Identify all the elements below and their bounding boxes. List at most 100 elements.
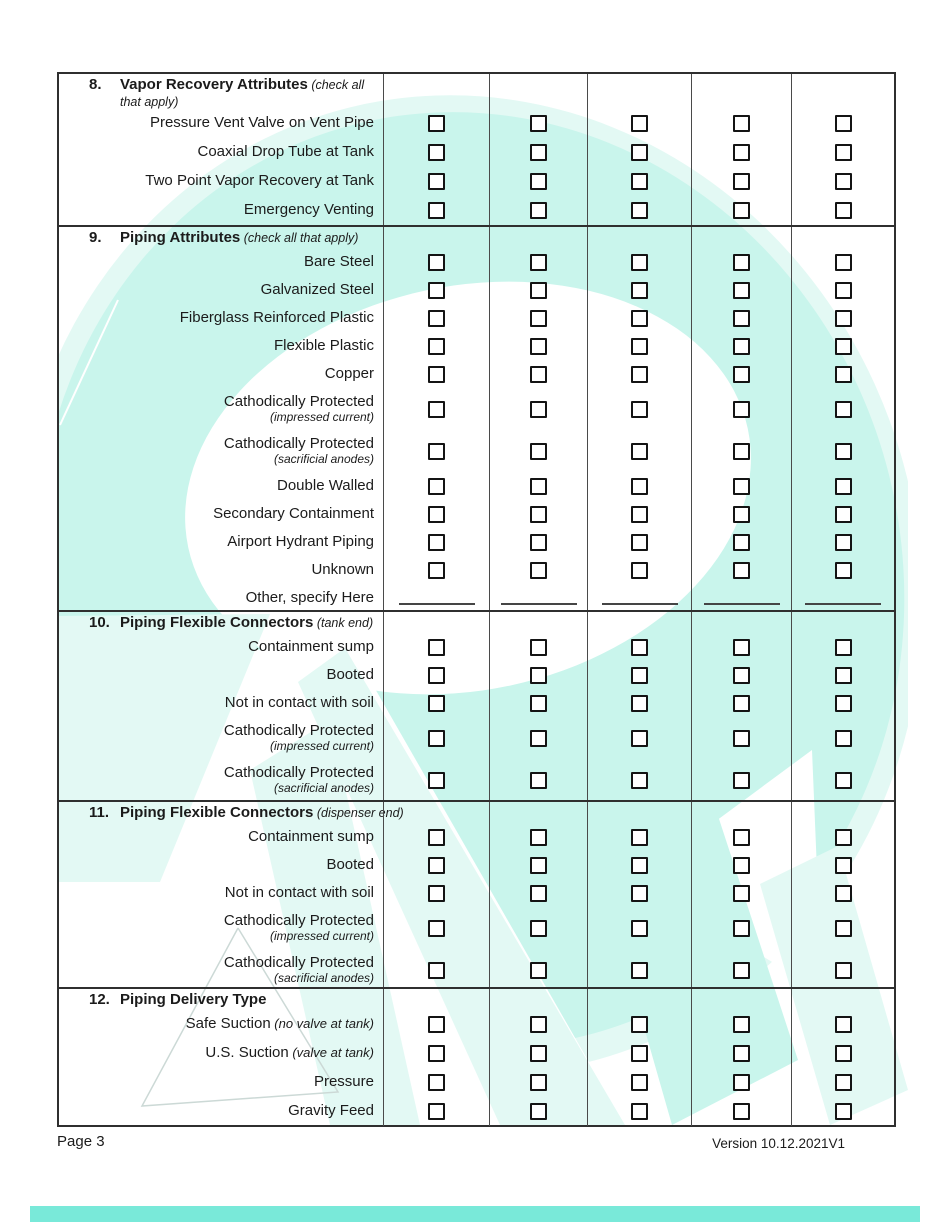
checkbox[interactable] bbox=[530, 400, 547, 418]
other-specify-line[interactable] bbox=[805, 603, 881, 605]
checkbox[interactable] bbox=[733, 961, 750, 979]
checkbox[interactable] bbox=[530, 1045, 547, 1062]
checkbox[interactable] bbox=[733, 1074, 750, 1091]
checkbox[interactable] bbox=[733, 1045, 750, 1062]
checkbox[interactable] bbox=[631, 828, 648, 846]
checkbox[interactable] bbox=[631, 505, 648, 523]
checkbox[interactable] bbox=[834, 1045, 852, 1062]
checkbox[interactable] bbox=[530, 666, 547, 684]
checkbox[interactable] bbox=[631, 309, 648, 327]
checkbox[interactable] bbox=[428, 365, 445, 383]
checkbox[interactable] bbox=[631, 1045, 648, 1062]
checkbox[interactable] bbox=[530, 505, 547, 523]
checkbox[interactable] bbox=[834, 771, 852, 789]
checkbox[interactable] bbox=[428, 337, 445, 355]
checkbox[interactable] bbox=[834, 1074, 852, 1091]
checkbox[interactable] bbox=[428, 1103, 445, 1120]
checkbox[interactable] bbox=[834, 202, 852, 219]
checkbox[interactable] bbox=[530, 202, 547, 219]
checkbox[interactable] bbox=[428, 771, 445, 789]
checkbox[interactable] bbox=[428, 694, 445, 712]
checkbox[interactable] bbox=[834, 533, 852, 551]
checkbox[interactable] bbox=[631, 442, 648, 460]
checkbox[interactable] bbox=[733, 115, 750, 132]
checkbox[interactable] bbox=[733, 533, 750, 551]
checkbox[interactable] bbox=[428, 505, 445, 523]
checkbox[interactable] bbox=[428, 309, 445, 327]
checkbox[interactable] bbox=[834, 856, 852, 874]
checkbox[interactable] bbox=[834, 1103, 852, 1120]
checkbox[interactable] bbox=[631, 144, 648, 161]
checkbox[interactable] bbox=[530, 1103, 547, 1120]
checkbox[interactable] bbox=[428, 173, 445, 190]
checkbox[interactable] bbox=[631, 365, 648, 383]
checkbox[interactable] bbox=[530, 961, 547, 979]
checkbox[interactable] bbox=[733, 202, 750, 219]
checkbox[interactable] bbox=[733, 828, 750, 846]
checkbox[interactable] bbox=[834, 309, 852, 327]
checkbox[interactable] bbox=[834, 828, 852, 846]
checkbox[interactable] bbox=[834, 1016, 852, 1033]
checkbox[interactable] bbox=[733, 666, 750, 684]
checkbox[interactable] bbox=[631, 1074, 648, 1091]
checkbox[interactable] bbox=[631, 281, 648, 299]
checkbox[interactable] bbox=[834, 919, 852, 937]
checkbox[interactable] bbox=[834, 505, 852, 523]
checkbox[interactable] bbox=[631, 533, 648, 551]
checkbox[interactable] bbox=[733, 477, 750, 495]
checkbox[interactable] bbox=[733, 771, 750, 789]
checkbox[interactable] bbox=[428, 202, 445, 219]
checkbox[interactable] bbox=[631, 115, 648, 132]
checkbox[interactable] bbox=[428, 477, 445, 495]
checkbox[interactable] bbox=[733, 561, 750, 579]
checkbox[interactable] bbox=[834, 961, 852, 979]
checkbox[interactable] bbox=[428, 281, 445, 299]
checkbox[interactable] bbox=[530, 533, 547, 551]
checkbox[interactable] bbox=[530, 638, 547, 656]
checkbox[interactable] bbox=[631, 253, 648, 271]
checkbox[interactable] bbox=[428, 442, 445, 460]
checkbox[interactable] bbox=[733, 309, 750, 327]
checkbox[interactable] bbox=[631, 202, 648, 219]
checkbox[interactable] bbox=[733, 505, 750, 523]
checkbox[interactable] bbox=[428, 144, 445, 161]
checkbox[interactable] bbox=[428, 253, 445, 271]
checkbox[interactable] bbox=[428, 961, 445, 979]
checkbox[interactable] bbox=[530, 919, 547, 937]
checkbox[interactable] bbox=[428, 400, 445, 418]
checkbox[interactable] bbox=[631, 961, 648, 979]
checkbox[interactable] bbox=[428, 919, 445, 937]
checkbox[interactable] bbox=[530, 828, 547, 846]
checkbox[interactable] bbox=[834, 173, 852, 190]
checkbox[interactable] bbox=[834, 666, 852, 684]
checkbox[interactable] bbox=[428, 884, 445, 902]
checkbox[interactable] bbox=[530, 365, 547, 383]
other-specify-line[interactable] bbox=[703, 603, 780, 605]
checkbox[interactable] bbox=[530, 442, 547, 460]
checkbox[interactable] bbox=[834, 144, 852, 161]
checkbox[interactable] bbox=[631, 561, 648, 579]
checkbox[interactable] bbox=[428, 638, 445, 656]
other-specify-line[interactable] bbox=[500, 603, 577, 605]
checkbox[interactable] bbox=[530, 309, 547, 327]
checkbox[interactable] bbox=[733, 884, 750, 902]
checkbox[interactable] bbox=[631, 1103, 648, 1120]
checkbox[interactable] bbox=[530, 1016, 547, 1033]
checkbox[interactable] bbox=[834, 400, 852, 418]
checkbox[interactable] bbox=[428, 561, 445, 579]
checkbox[interactable] bbox=[631, 666, 648, 684]
checkbox[interactable] bbox=[631, 1016, 648, 1033]
checkbox[interactable] bbox=[428, 856, 445, 874]
checkbox[interactable] bbox=[834, 638, 852, 656]
checkbox[interactable] bbox=[631, 856, 648, 874]
checkbox[interactable] bbox=[834, 477, 852, 495]
checkbox[interactable] bbox=[631, 884, 648, 902]
checkbox[interactable] bbox=[631, 638, 648, 656]
checkbox[interactable] bbox=[834, 561, 852, 579]
checkbox[interactable] bbox=[428, 729, 445, 747]
checkbox[interactable] bbox=[733, 337, 750, 355]
checkbox[interactable] bbox=[733, 638, 750, 656]
checkbox[interactable] bbox=[834, 281, 852, 299]
checkbox[interactable] bbox=[631, 337, 648, 355]
checkbox[interactable] bbox=[733, 400, 750, 418]
